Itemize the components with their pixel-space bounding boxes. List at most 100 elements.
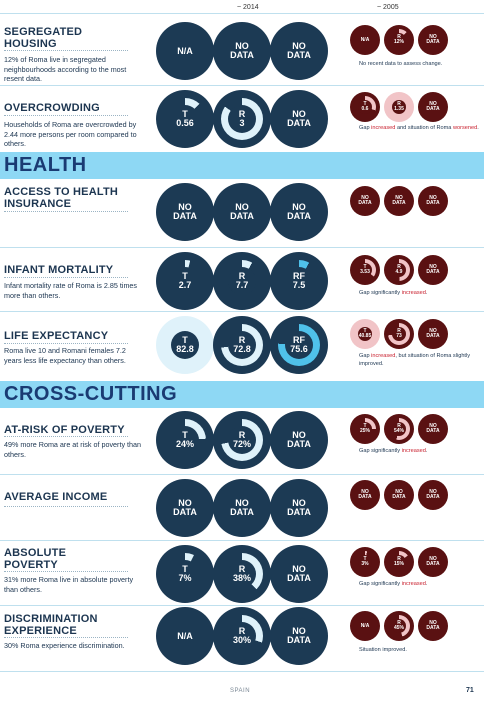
circle-2005-total: T 3.53 bbox=[350, 255, 380, 285]
circle-2014-rf: RF 75.6 bbox=[270, 316, 328, 374]
dotted-divider bbox=[4, 115, 128, 116]
circle-2014-roma: NO DATA bbox=[213, 22, 271, 80]
circle-2014-roma: R 7.7 bbox=[213, 252, 271, 310]
circle-2005-rf: NO DATA bbox=[418, 186, 448, 216]
row-title-overcrowding: OVERCROWDING bbox=[4, 102, 100, 114]
circle-2014-rf: NO DATA bbox=[270, 22, 328, 80]
divider bbox=[0, 671, 484, 672]
dotted-divider bbox=[4, 211, 128, 212]
section-band-cross-cutting: CROSS-CUTTING bbox=[0, 381, 484, 408]
divider bbox=[0, 474, 484, 475]
row-title-average-income: AVERAGE INCOME bbox=[4, 491, 108, 503]
circle-2005-total: T 0.6 bbox=[350, 92, 380, 122]
dotted-divider bbox=[4, 506, 128, 507]
circle-2005-roma: R 1.35 bbox=[384, 92, 414, 122]
circle-2005-rf: NO DATA bbox=[418, 611, 448, 641]
row-desc-segregated-housing: 12% of Roma live in segregated neighbour… bbox=[4, 55, 127, 83]
divider bbox=[0, 13, 484, 14]
row-desc-discrimination-experience: 30% Roma experience discrimination. bbox=[4, 641, 125, 650]
row-note-at-risk-of-poverty: Gap significantly increased. bbox=[359, 448, 428, 454]
circle-2005-total: NO DATA bbox=[350, 480, 380, 510]
row-note-segregated-housing: No recent data to assess change. bbox=[359, 61, 443, 67]
dotted-divider bbox=[4, 571, 128, 572]
circle-2014-roma: R 72% bbox=[213, 411, 271, 469]
dotted-divider bbox=[4, 436, 128, 437]
circle-2014-rf: NO DATA bbox=[270, 183, 328, 241]
circle-2005-rf: NO DATA bbox=[418, 25, 448, 55]
circle-2005-total: N/A bbox=[350, 25, 380, 55]
row-desc-overcrowding: Households of Roma are overcrowded by 2.… bbox=[4, 120, 137, 148]
row-note-life-expectancy: Gap increased, but situation of Roma sli… bbox=[359, 353, 471, 367]
circle-2005-rf: NO DATA bbox=[418, 255, 448, 285]
row-note-overcrowding: Gap increased and situation of Roma wors… bbox=[359, 125, 479, 131]
circle-2005-roma: NO DATA bbox=[384, 480, 414, 510]
circle-2014-rf: NO DATA bbox=[270, 411, 328, 469]
circle-2005-total: NO DATA bbox=[350, 186, 380, 216]
circle-2014-rf: RF 7.5 bbox=[270, 252, 328, 310]
circle-2005-roma: R 15% bbox=[384, 547, 414, 577]
circle-2014-total: T 7% bbox=[156, 545, 214, 603]
footer-country: SPAIN bbox=[230, 688, 251, 694]
column-header-2014: ~ 2014 bbox=[237, 4, 259, 11]
circle-2014-rf: NO DATA bbox=[270, 545, 328, 603]
circle-2014-total: T 0.56 bbox=[156, 90, 214, 148]
circle-2005-rf: NO DATA bbox=[418, 414, 448, 444]
divider bbox=[0, 605, 484, 606]
circle-2005-total: T 25% bbox=[350, 414, 380, 444]
divider bbox=[0, 311, 484, 312]
circle-2005-roma: NO DATA bbox=[384, 186, 414, 216]
circle-2014-roma: R 38% bbox=[213, 545, 271, 603]
dotted-divider bbox=[4, 637, 128, 638]
circle-2005-total: T 40.85 bbox=[350, 319, 380, 349]
circle-2005-rf: NO DATA bbox=[418, 319, 448, 349]
circle-2005-roma: R 45% bbox=[384, 611, 414, 641]
row-title-health-insurance: ACCESS TO HEALTH INSURANCE bbox=[4, 186, 119, 210]
circle-2014-rf: NO DATA bbox=[270, 90, 328, 148]
row-note-discrimination-experience: Situation improved. bbox=[359, 647, 407, 653]
circle-2014-total: N/A bbox=[156, 22, 214, 80]
circle-2014-total: NO DATA bbox=[156, 479, 214, 537]
circle-2014-total: T 24% bbox=[156, 411, 214, 469]
circle-2014-rf: NO DATA bbox=[270, 607, 328, 665]
row-title-life-expectancy: LIFE EXPECTANCY bbox=[4, 330, 109, 342]
row-note-absolute-poverty: Gap significantly increased. bbox=[359, 581, 428, 587]
page-number: 71 bbox=[466, 687, 474, 694]
row-title-infant-mortality: INFANT MORTALITY bbox=[4, 264, 114, 276]
dotted-divider bbox=[4, 50, 128, 51]
divider bbox=[0, 85, 484, 86]
circle-2014-total: NO DATA bbox=[156, 183, 214, 241]
row-note-infant-mortality: Gap significantly increased. bbox=[359, 290, 428, 296]
row-title-at-risk-of-poverty: AT-RISK OF POVERTY bbox=[4, 424, 125, 436]
row-title-absolute-poverty: ABSOLUTE POVERTY bbox=[4, 547, 67, 571]
row-desc-at-risk-of-poverty: 49% more Roma are at risk of poverty tha… bbox=[4, 440, 142, 459]
dotted-divider bbox=[4, 277, 128, 278]
circle-2014-total: T 82.8 bbox=[156, 316, 214, 374]
circle-2005-total: N/A bbox=[350, 611, 380, 641]
circle-2014-total: N/A bbox=[156, 607, 214, 665]
section-band-health: HEALTH bbox=[0, 152, 484, 179]
dotted-divider bbox=[4, 343, 128, 344]
circle-2014-roma: NO DATA bbox=[213, 479, 271, 537]
circle-2005-total: T 3% bbox=[350, 547, 380, 577]
row-desc-absolute-poverty: 31% more Roma live in absolute poverty t… bbox=[4, 575, 134, 594]
divider bbox=[0, 540, 484, 541]
column-header-2005: ~ 2005 bbox=[377, 4, 399, 11]
circle-2005-rf: NO DATA bbox=[418, 547, 448, 577]
circle-2014-total: T 2.7 bbox=[156, 252, 214, 310]
row-title-segregated-housing: SEGREGATED HOUSING bbox=[4, 26, 83, 50]
circle-2005-rf: NO DATA bbox=[418, 480, 448, 510]
circle-2005-roma: R 12% bbox=[384, 25, 414, 55]
circle-2005-roma: R 4.9 bbox=[384, 255, 414, 285]
circle-2014-roma: NO DATA bbox=[213, 183, 271, 241]
circle-2014-rf: NO DATA bbox=[270, 479, 328, 537]
row-title-discrimination-experience: DISCRIMINATION EXPERIENCE bbox=[4, 613, 98, 637]
row-desc-life-expectancy: Roma live 10 and Romani females 7.2 year… bbox=[4, 346, 126, 365]
circle-2014-roma: R 72.8 bbox=[213, 316, 271, 374]
divider bbox=[0, 247, 484, 248]
circle-2005-rf: NO DATA bbox=[418, 92, 448, 122]
circle-2014-roma: R 30% bbox=[213, 607, 271, 665]
row-desc-infant-mortality: Infant mortality rate of Roma is 2.85 ti… bbox=[4, 281, 138, 300]
circle-2005-roma: R 73 bbox=[384, 319, 414, 349]
circle-2005-roma: R 54% bbox=[384, 414, 414, 444]
